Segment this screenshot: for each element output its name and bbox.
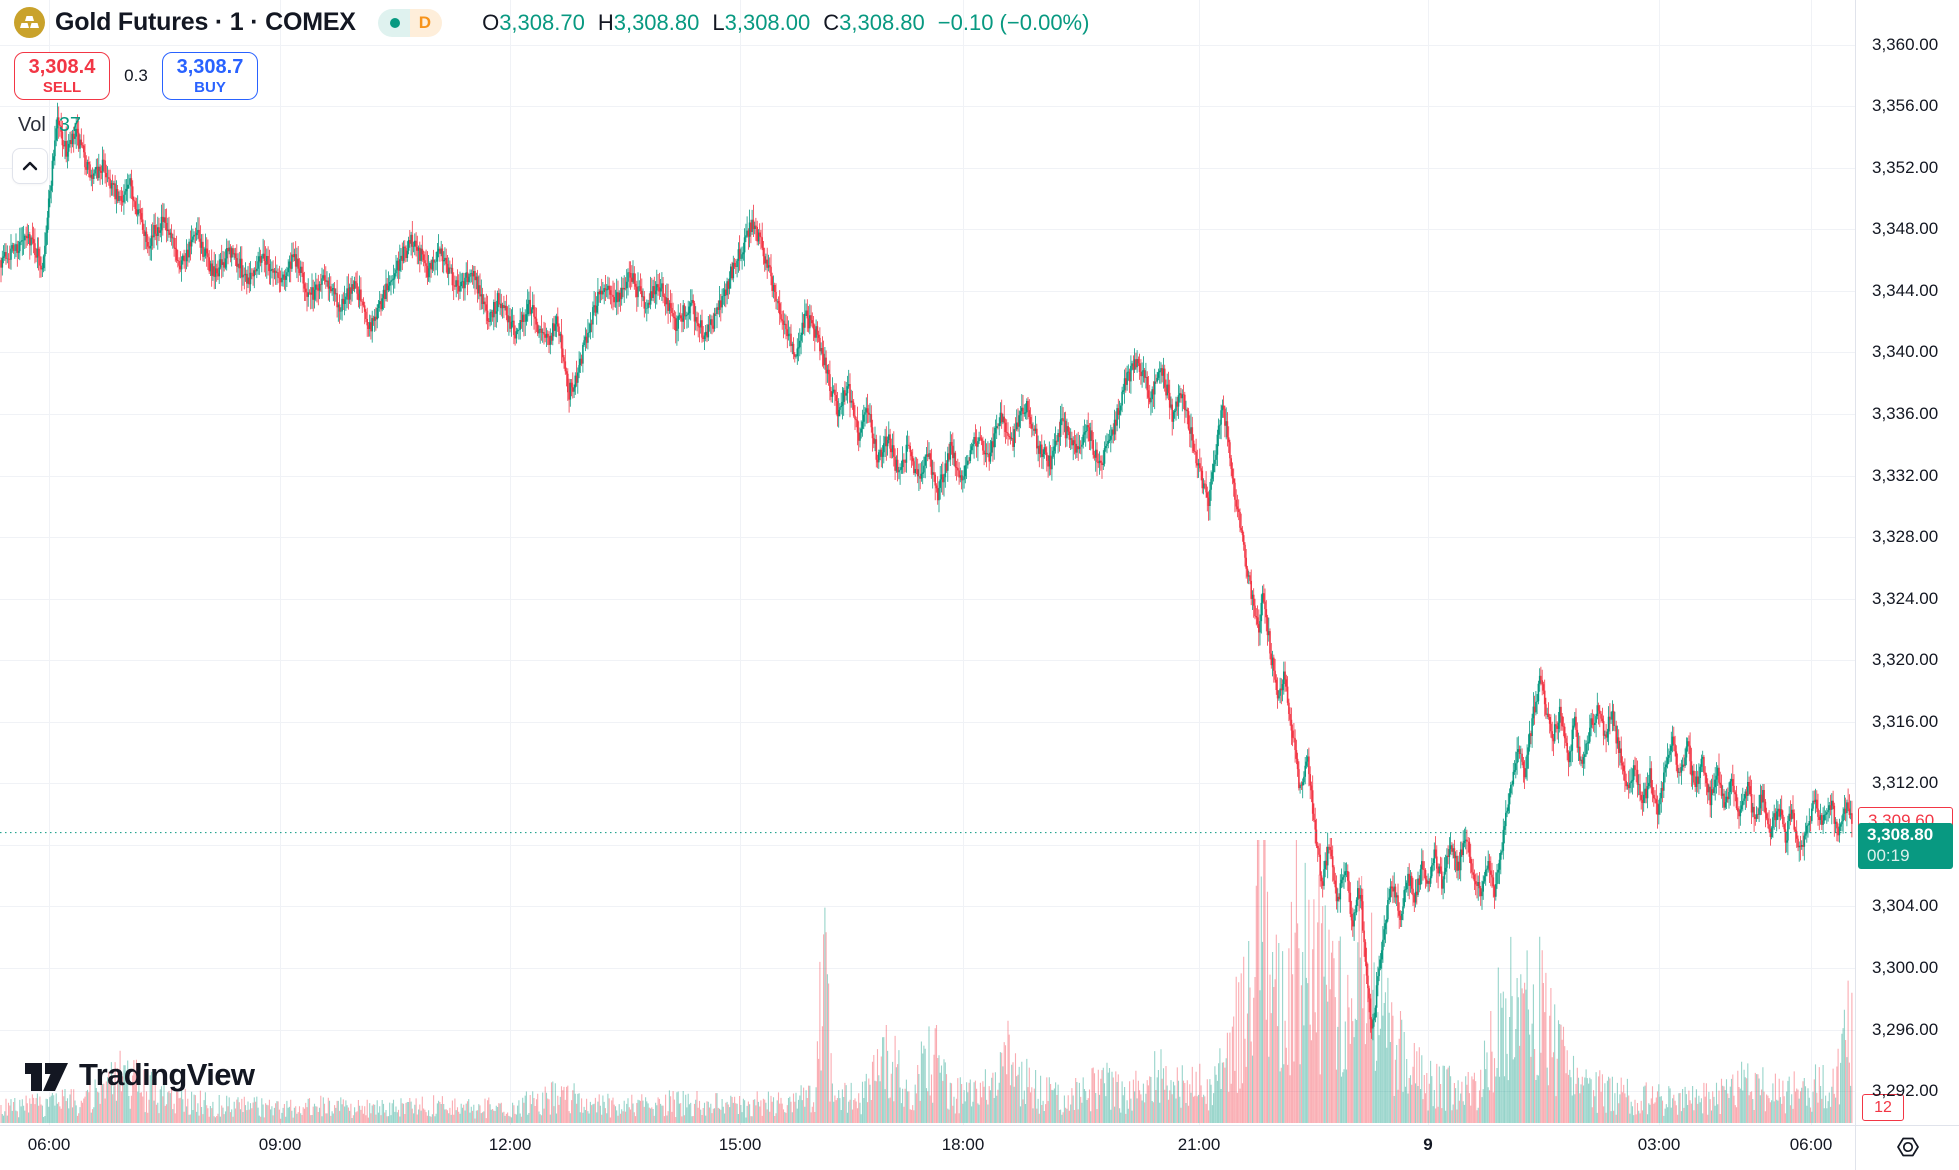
delayed-data-badge: D (409, 8, 443, 37)
symbol-title[interactable]: Gold Futures · 1 · COMEX (55, 8, 356, 36)
time-tick-label: 03:00 (1637, 1135, 1681, 1154)
price-axis[interactable]: 3,309.60 3,308.80 00:19 12 3,360.00 3,356… (1856, 0, 1959, 1125)
volume-legend-value: 37 (58, 114, 82, 136)
sell-price: 3,308.4 (28, 55, 96, 78)
open-value: 3,308.70 (499, 9, 585, 35)
tradingview-watermark[interactable]: TradingView (23, 1055, 255, 1095)
price-tick-label: 3,328.00 (1872, 527, 1939, 547)
sell-button[interactable]: 3,308.4 SELL (14, 52, 110, 100)
price-pane[interactable] (0, 0, 1855, 1125)
price-tick-label: 3,348.00 (1872, 219, 1939, 239)
open-key: O (482, 9, 500, 35)
volume-legend: Vol 37 (18, 114, 81, 137)
market-open-segment (377, 8, 410, 37)
market-open-dot-icon (389, 17, 400, 28)
time-tick-label: 09:00 (258, 1135, 302, 1154)
low-key: L (712, 9, 725, 35)
close-key: C (823, 9, 840, 35)
countdown-price-badge[interactable]: 3,308.80 00:19 (1858, 822, 1953, 869)
candle-wicks-up (1, 102, 1851, 1041)
price-tick-label: 3,360.00 (1872, 34, 1939, 54)
current-volume-badge: 12 (1862, 1094, 1904, 1121)
buy-label: BUY (194, 78, 226, 96)
change-value: −0.10 (−0.00%) (937, 9, 1090, 35)
gold-bars-icon (14, 7, 45, 38)
ohlc-row: O3,308.70 H3,308.80 L3,308.00 C3,308.80 … (482, 10, 1089, 36)
price-tick-label: 3,292.00 (1872, 1081, 1939, 1101)
tradingview-wordmark: TradingView (79, 1057, 255, 1092)
price-tick-label: 3,340.00 (1872, 342, 1939, 362)
sell-label: SELL (42, 78, 82, 96)
spread-value: 0.3 (124, 66, 148, 85)
candle-wicks-down (0, 106, 1853, 1039)
time-axis[interactable]: 06:00 09:00 12:00 15:00 18:00 21:00 9 03:00 06:0… (0, 1126, 1855, 1170)
price-tick-label: 3,304.00 (1872, 896, 1939, 916)
buy-button[interactable]: 3,308.7 BUY (162, 52, 258, 100)
trade-buttons-row: 3,308.4 SELL 0.3 3,308.7 BUY (14, 52, 258, 100)
candle-bodies-down (0, 117, 1853, 1029)
time-tick-label: 06:00 (1789, 1135, 1833, 1154)
market-status-pill[interactable]: D (377, 8, 443, 37)
countdown-price: 3,308.80 (1867, 824, 1934, 844)
low-value: 3,308.00 (724, 9, 811, 35)
price-tick-label: 3,316.00 (1872, 711, 1939, 731)
price-tick-label: 3,332.00 (1872, 465, 1939, 485)
candle-bodies-up (1, 117, 1852, 1029)
price-tick-label: 3,320.00 (1872, 650, 1939, 670)
time-tick-label: 9 (1423, 1135, 1433, 1154)
volume-bars-down (0, 840, 1853, 1123)
price-axis-separator (1855, 0, 1856, 1170)
price-tick-label: 3,300.00 (1872, 958, 1939, 978)
time-tick-label: 12:00 (488, 1135, 532, 1154)
price-tick-label: 3,336.00 (1872, 403, 1939, 423)
chart-legend-header: Gold Futures · 1 · COMEX D O3,308.70 H3,… (14, 7, 1089, 38)
chevron-up-icon (22, 161, 38, 171)
price-tick-label: 3,356.00 (1872, 96, 1939, 116)
time-tick-label: 06:00 (27, 1135, 71, 1154)
buy-price: 3,308.7 (176, 55, 244, 78)
bar-countdown: 00:19 (1867, 845, 1910, 865)
legend-collapse-button[interactable] (12, 148, 48, 184)
price-tick-label: 3,312.00 (1872, 773, 1939, 793)
time-tick-label: 15:00 (718, 1135, 762, 1154)
high-key: H (597, 9, 614, 35)
close-value: 3,308.80 (839, 9, 925, 35)
volume-legend-label[interactable]: Vol (18, 114, 46, 136)
price-tick-label: 3,296.00 (1872, 1019, 1939, 1039)
tradingview-logo-icon (25, 1063, 68, 1091)
price-tick-label: 3,352.00 (1872, 157, 1939, 177)
time-axis-separator (0, 1125, 1959, 1126)
gridlines (0, 0, 1855, 1125)
volume-bars-up (1, 862, 1852, 1123)
high-value: 3,308.80 (613, 9, 700, 35)
axis-settings-gear-icon[interactable] (1892, 1131, 1924, 1163)
time-tick-label: 21:00 (1177, 1135, 1221, 1154)
price-tick-label: 3,344.00 (1872, 280, 1939, 300)
price-tick-label: 3,324.00 (1872, 588, 1939, 608)
time-tick-label: 18:00 (941, 1135, 985, 1154)
